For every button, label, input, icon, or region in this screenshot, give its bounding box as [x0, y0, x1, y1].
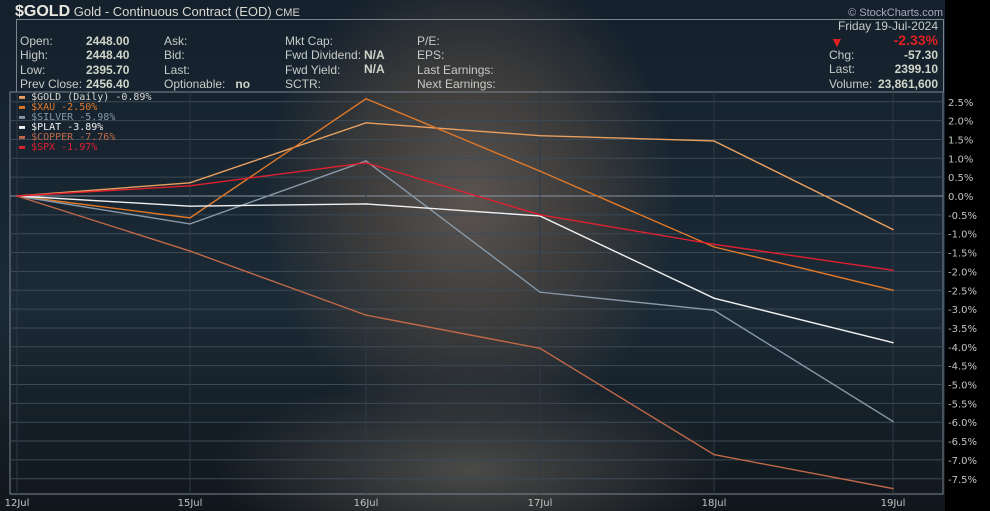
series-line [16, 195, 894, 344]
col1-values: 2448.00 2448.40 2395.70 2456.40 [86, 34, 130, 91]
legend-item: ▬ $SILVER -5.98% [19, 112, 116, 123]
down-arrow-icon: ▼ [830, 34, 844, 50]
data-point [365, 160, 367, 162]
y-tick-label: -4.5% [948, 362, 977, 373]
series-line [16, 122, 894, 231]
legend-item: ▬ $COPPER -7.76% [19, 132, 116, 143]
legend-label: $SILVER -5.98% [31, 112, 116, 123]
y-tick-label: 2.0% [948, 117, 973, 128]
y-tick-label: -1.5% [948, 249, 977, 260]
y-tick-label: 0.0% [948, 192, 973, 203]
quote-date: Friday 19-Jul-2024 [837, 19, 938, 33]
data-point [539, 291, 541, 293]
x-tick-label: 12Jul [5, 498, 30, 509]
pct-change: -2.33% [893, 32, 938, 48]
data-point [365, 203, 367, 205]
series-line [16, 195, 894, 490]
data-point [713, 297, 715, 299]
y-tick-label: -4.0% [948, 343, 977, 354]
data-point [892, 341, 894, 344]
y-tick-label: 0.5% [948, 173, 973, 184]
data-point [189, 223, 191, 225]
data-point [365, 314, 367, 316]
chart-title: $GOLD Gold - Continuous Contract (EOD) C… [15, 3, 300, 21]
series-line [16, 97, 894, 291]
legend-label: $XAU -2.50% [31, 102, 98, 113]
plot-frame [9, 91, 944, 495]
y-tick-label: -6.0% [948, 418, 977, 429]
data-point [892, 487, 894, 490]
x-tick-label: 18Jul [702, 498, 727, 509]
data-point [713, 140, 715, 142]
y-tick-label: -2.5% [948, 286, 977, 297]
col5-values: -57.30 2399.10 23,861,600 [877, 48, 938, 91]
legend-item: ▬ $GOLD (Daily) -0.89% [19, 92, 152, 103]
symbol: $GOLD [15, 3, 71, 20]
data-point [539, 170, 541, 172]
col1: Open: High: Low: Prev Close: [20, 34, 83, 91]
data-point [713, 243, 715, 246]
y-tick-label: -3.0% [948, 305, 977, 316]
data-point [539, 134, 541, 137]
x-tick-label: 15Jul [178, 498, 203, 509]
legend-item: ▬ $PLAT -3.89% [19, 122, 104, 133]
legend: ▬ $GOLD (Daily) -0.89% ▬ $XAU -2.50% ▬ $SI… [19, 93, 151, 153]
data-point [892, 228, 894, 231]
data-point [713, 246, 715, 248]
data-point [539, 347, 541, 350]
data-point [365, 162, 367, 164]
series-line [16, 162, 894, 271]
x-tick-label: 19Jul [881, 498, 906, 509]
legend-label: $PLAT -3.89% [31, 122, 104, 133]
y-tick-label: -5.5% [948, 399, 977, 410]
data-point [713, 309, 715, 312]
brand-logo: © StockCharts.com [848, 7, 943, 19]
col5: Chg: Last: Volume: [829, 48, 873, 91]
y-tick-label: -1.0% [948, 230, 977, 241]
y-tick-label: -6.5% [948, 437, 977, 448]
y-tick-label: -7.5% [948, 475, 977, 486]
y-tick-label: -5.0% [948, 381, 977, 392]
x-tick-label: 17Jul [528, 498, 553, 509]
data-point [892, 420, 894, 423]
y-tick-label: -2.0% [948, 267, 977, 278]
col4: P/E: EPS: Last Earnings: Next Earnings: [417, 34, 496, 91]
legend-label: $COPPER -7.76% [31, 132, 116, 143]
y-tick-label: -7.0% [948, 456, 977, 467]
legend-label: $GOLD (Daily) -0.89% [31, 92, 152, 103]
legend-item: ▬ $XAU -2.50% [19, 102, 98, 113]
col2: Ask: Bid: Last: Optionable: no [164, 34, 251, 91]
symbol-name: Gold - Continuous Contract (EOD) [73, 4, 272, 19]
data-point [189, 185, 191, 187]
data-point [16, 195, 18, 197]
data-point [189, 182, 191, 184]
data-point [189, 217, 191, 219]
y-tick-label: 1.5% [948, 135, 973, 146]
y-tick-label: -0.5% [948, 211, 977, 222]
col3: Mkt Cap: Fwd Dividend: Fwd Yield: SCTR: [285, 34, 362, 91]
data-point [365, 97, 367, 100]
series-line [16, 160, 894, 423]
y-tick-label: -3.5% [948, 324, 977, 335]
legend-label: $SPX -1.97% [31, 142, 98, 153]
legend-item: ▬ $SPX -1.97% [19, 142, 98, 153]
y-tick-label: 2.5% [948, 98, 973, 109]
y-tick-label: 1.0% [948, 154, 973, 165]
data-point [892, 289, 894, 292]
data-point [539, 214, 541, 216]
data-point [189, 250, 191, 252]
data-point [713, 453, 715, 456]
x-tick-label: 16Jul [354, 498, 379, 509]
quote-panel [16, 19, 944, 92]
data-point [189, 205, 191, 207]
data-point [892, 269, 894, 272]
col3-values: N/A N/A [364, 48, 385, 77]
exchange: CME [275, 7, 300, 19]
data-point [365, 122, 367, 124]
